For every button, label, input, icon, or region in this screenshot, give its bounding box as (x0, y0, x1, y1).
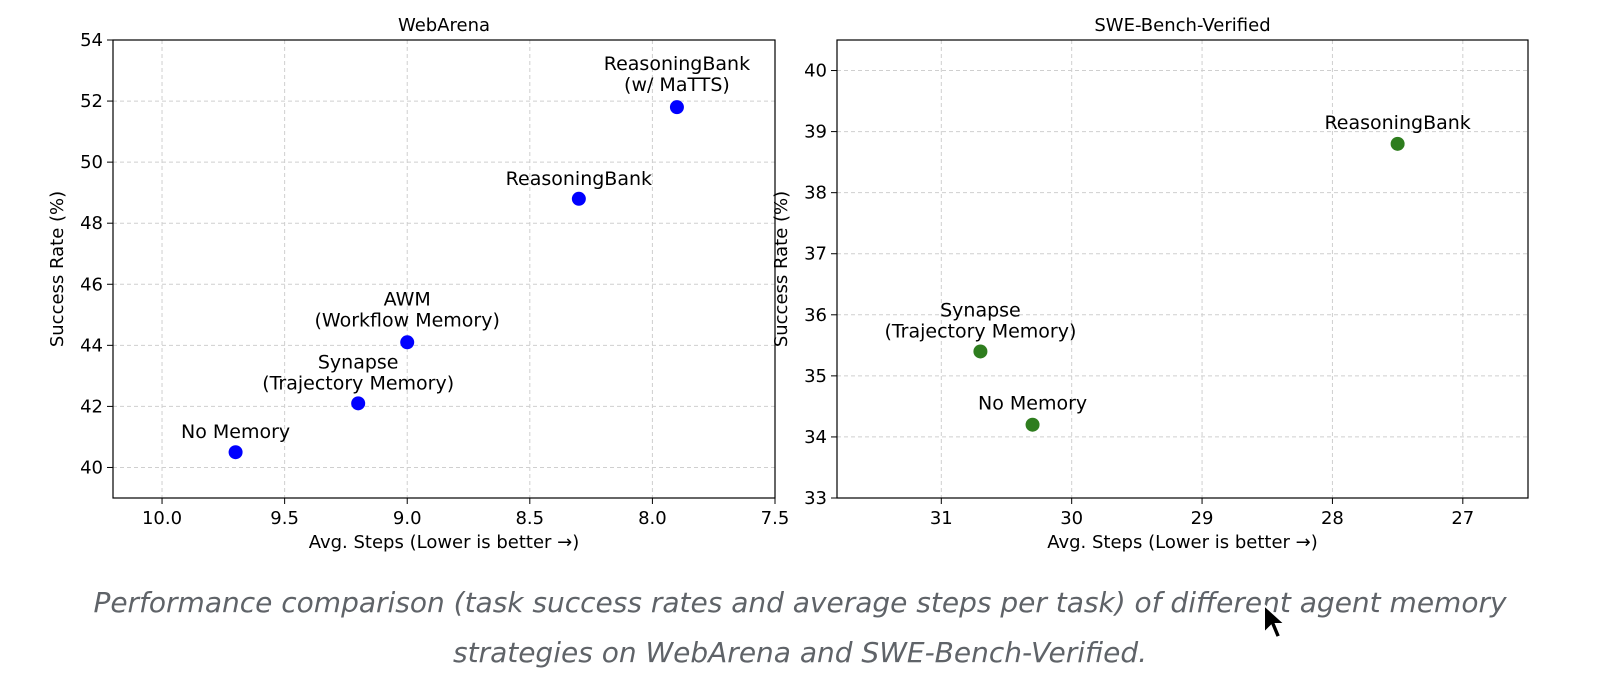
point-label: Synapse (318, 351, 399, 373)
point-label: ReasoningBank (506, 168, 652, 190)
y-tick-label: 34 (804, 427, 827, 448)
y-tick-label: 39 (804, 122, 827, 143)
plot-frame (836, 39, 1529, 499)
point-label: No Memory (181, 421, 290, 443)
y-tick-label: 38 (804, 183, 827, 204)
point-label: AWM (384, 288, 431, 310)
chart-0: 10.0 9.5 9.0 8.5 8.0 7.5 40 42 44 46 48 50 52 54 WebAr… (47, 15, 789, 553)
point-label: (Workflow Memory) (315, 309, 500, 331)
x-tick-label: 7.5 (761, 508, 790, 529)
y-tick-label: 33 (804, 488, 827, 509)
y-tick-label: 54 (80, 30, 103, 51)
point-label: ReasoningBank (604, 53, 750, 75)
x-tick-label: 8.5 (515, 508, 544, 529)
x-tick-label: 9.5 (270, 508, 299, 529)
y-tick-label: 46 (80, 274, 103, 295)
chart-1: 31 30 29 28 27 33 34 35 36 37 38 39 40 SWE-Bench-Veri… (771, 15, 1529, 553)
x-tick-label: 29 (1191, 508, 1214, 529)
data-point (1390, 136, 1405, 151)
x-tick-label: 8.0 (638, 508, 667, 529)
x-tick-label: 31 (930, 508, 953, 529)
point-label: (w/ MaTTS) (624, 74, 730, 96)
point-label: (Trajectory Memory) (262, 372, 454, 394)
x-axis-label: Avg. Steps (Lower is better →) (309, 532, 580, 553)
figure-caption: Performance comparison (task success rat… (0, 578, 1600, 678)
data-point (400, 335, 415, 350)
point-label: No Memory (978, 393, 1087, 415)
y-tick-label: 52 (80, 91, 103, 112)
data-point (228, 445, 243, 460)
x-tick-label: 10.0 (142, 508, 182, 529)
point-label: (Trajectory Memory) (884, 320, 1076, 342)
caption-line-1: Performance comparison (task success rat… (93, 586, 1507, 619)
chart-title: SWE-Bench-Verified (1094, 15, 1270, 36)
x-tick-label: 28 (1321, 508, 1344, 529)
x-tick-label: 27 (1451, 508, 1474, 529)
data-point (1025, 417, 1040, 432)
data-point (973, 344, 988, 359)
y-tick-label: 42 (80, 396, 103, 417)
mouse-cursor-icon (1263, 603, 1286, 640)
y-tick-label: 44 (80, 335, 103, 356)
point-label: ReasoningBank (1324, 112, 1470, 134)
data-point (669, 100, 684, 115)
y-tick-label: 40 (80, 457, 103, 478)
data-point (351, 396, 366, 411)
y-tick-label: 50 (80, 152, 103, 173)
point-label: Synapse (940, 299, 1021, 321)
y-tick-label: 48 (80, 213, 103, 234)
chart-title: WebArena (398, 15, 490, 36)
y-axis-label: Success Rate (%) (771, 191, 792, 347)
y-axis-label: Success Rate (%) (47, 191, 68, 347)
y-tick-label: 37 (804, 244, 827, 265)
plot-frame (112, 39, 776, 499)
y-tick-label: 40 (804, 61, 827, 82)
y-tick-label: 36 (804, 305, 827, 326)
x-tick-label: 9.0 (393, 508, 422, 529)
x-axis-label: Avg. Steps (Lower is better →) (1047, 532, 1318, 553)
data-point (571, 191, 586, 206)
caption-line-2: strategies on WebArena and SWE-Bench-Ver… (452, 636, 1147, 669)
x-tick-label: 30 (1060, 508, 1083, 529)
figure: 10.0 9.5 9.0 8.5 8.0 7.5 40 42 44 46 48 50 52 54 WebAr… (47, 15, 1529, 553)
y-tick-label: 35 (804, 366, 827, 387)
